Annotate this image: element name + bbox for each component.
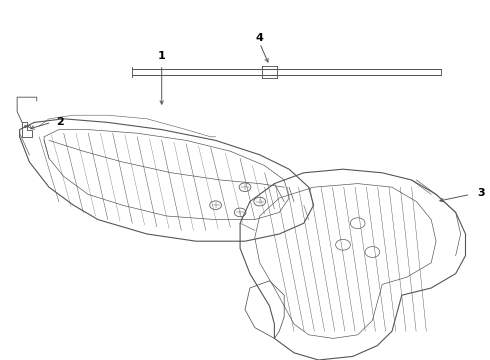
Text: 2: 2 [56,117,64,127]
Text: 3: 3 [478,188,486,198]
Text: 4: 4 [256,33,264,43]
Text: 1: 1 [158,51,166,61]
